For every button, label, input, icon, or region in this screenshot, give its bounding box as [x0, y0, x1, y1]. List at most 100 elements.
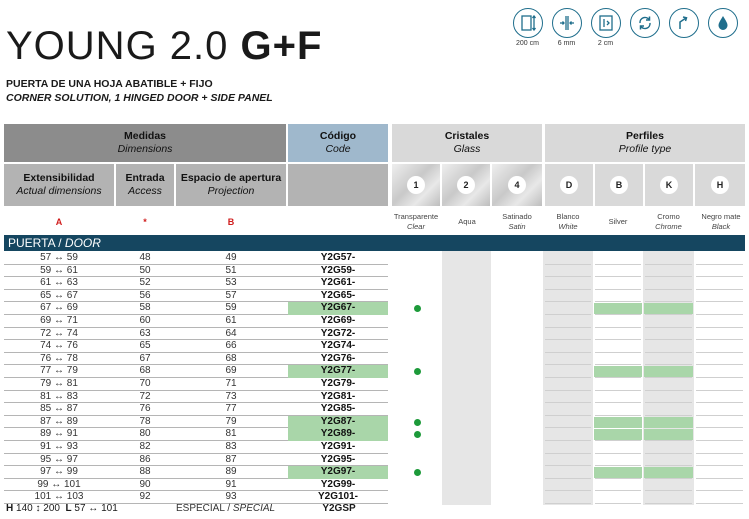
profile-row-divider — [645, 288, 692, 290]
feature-glass-label: 6 mm — [557, 40, 576, 47]
table-row: 72 ↔ 74 63 64 Y2G72- — [4, 328, 745, 341]
cell-access: 78 — [139, 415, 151, 427]
cell-code: Y2G95- — [320, 453, 356, 465]
header-espacio-en: Projection — [207, 185, 255, 197]
section-door-es: PUERTA / — [8, 236, 65, 250]
feature-height: 200 cm — [511, 8, 544, 47]
profile-label-chrome-en: Chrome — [655, 222, 682, 231]
cell-access: 90 — [139, 478, 151, 490]
cell-actual-dimensions: 95 ↔ 97 — [40, 453, 78, 465]
profile-available-mark — [594, 429, 642, 441]
length-range: 57 ↔ 101 — [74, 503, 118, 514]
cell-projection: 77 — [225, 403, 237, 415]
cell-code: Y2G72- — [320, 327, 356, 339]
profile-row-divider — [696, 288, 743, 290]
glass-col-1-bg — [388, 251, 442, 505]
cell-projection: 66 — [225, 340, 237, 352]
cell-projection: 51 — [225, 264, 237, 276]
cell-actual-dimensions: 79 ↔ 81 — [40, 378, 78, 389]
profile-row-divider — [595, 465, 641, 467]
table-row: 97 ↔ 99 88 89 Y2G97- — [4, 466, 745, 479]
cell-code: Y2G87- — [288, 415, 388, 429]
profile-row-divider — [696, 389, 743, 391]
availability-dot-clear — [413, 469, 421, 477]
cell-actual-dimensions: 74 ↔ 76 — [40, 340, 78, 352]
row-divider — [4, 389, 388, 391]
cell-projection: 61 — [225, 315, 237, 326]
profile-row-divider — [595, 376, 641, 378]
glass-label-aqua-es: Aqua — [458, 217, 476, 226]
table-row: 85 ↔ 87 76 77 Y2G85- — [4, 403, 745, 416]
profile-row-divider — [645, 351, 692, 353]
table-row: 81 ↔ 83 72 73 Y2G81- — [4, 391, 745, 404]
profile-row-divider — [696, 351, 743, 353]
profile-row-divider — [595, 439, 641, 441]
height-label: H — [6, 503, 14, 514]
profile-row-divider — [545, 326, 591, 328]
cell-access: 88 — [139, 466, 151, 478]
glass-number-4: 4 — [508, 176, 526, 194]
column-key-b: B — [227, 217, 235, 227]
profile-col-d-bg — [543, 251, 593, 505]
glass-label-satin-es: Satinado — [502, 212, 532, 221]
profile-row-divider — [545, 439, 591, 441]
profile-label-chrome: Cromo Chrome — [643, 212, 694, 232]
glass-label-clear-en: Clear — [407, 222, 425, 231]
row-divider — [4, 376, 388, 378]
profile-letter-d: D — [560, 176, 578, 194]
row-divider — [4, 465, 388, 467]
profile-row-divider — [595, 452, 641, 454]
cell-access: 52 — [139, 277, 151, 289]
profile-row-divider — [645, 439, 692, 441]
table-row: 99 ↔ 101 90 91 Y2G99- — [4, 479, 745, 492]
cell-code: Y2G97- — [288, 466, 388, 479]
height-icon — [512, 8, 543, 38]
cell-code: Y2G99- — [320, 478, 356, 490]
feature-adjust-label: 2 cm — [597, 40, 614, 47]
header-entrada: Entrada Access — [116, 164, 174, 206]
profile-row-divider — [696, 402, 743, 404]
feature-adjust: 2 cm — [589, 8, 622, 47]
row-divider — [4, 502, 388, 504]
glass-label-clear: Transparente Clear — [388, 212, 444, 232]
cell-projection: 71 — [225, 378, 237, 389]
cell-code: Y2G77- — [288, 365, 388, 378]
profile-row-divider — [595, 477, 641, 479]
profile-row-divider — [545, 414, 591, 416]
profile-label-black-en: Black — [711, 222, 731, 231]
cell-access: 92 — [139, 491, 151, 503]
profile-letter-k: K — [660, 176, 678, 194]
column-key-star: * — [143, 217, 147, 227]
cell-code: Y2G69- — [320, 315, 356, 326]
cell-actual-dimensions: 91 ↔ 93 — [40, 441, 78, 452]
profile-swatch-h: H — [695, 164, 745, 206]
profile-row-divider — [696, 313, 743, 315]
profile-label-white-en: White — [558, 222, 578, 231]
profile-row-divider — [645, 263, 692, 265]
product-title-model: G+F — [240, 24, 323, 68]
profile-row-divider — [696, 502, 743, 504]
glass-label-satin: Satinado Satin — [491, 212, 543, 232]
profile-letter-h: H — [711, 176, 729, 194]
table-row: 87 ↔ 89 78 79 Y2G87- — [4, 415, 745, 429]
row-divider — [4, 414, 388, 416]
height-range: 140 ↕ 200 — [16, 503, 60, 514]
profile-row-divider — [645, 427, 692, 429]
table-row: 76 ↔ 78 67 68 Y2G76- — [4, 353, 745, 366]
section-door-en: DOOR — [64, 236, 101, 250]
profile-row-divider — [696, 477, 743, 479]
profile-row-divider — [595, 402, 641, 404]
header-medidas: Medidas Dimensions — [4, 124, 286, 162]
cell-actual-dimensions: 65 ↔ 67 — [40, 289, 78, 301]
cell-code: Y2G67- — [288, 302, 388, 315]
profile-available-mark — [644, 366, 693, 378]
profile-label-white-es: Blanco — [556, 212, 580, 221]
profile-label-silver-es: Silver — [608, 217, 628, 226]
table-row: 69 ↔ 71 60 61 Y2G69- — [4, 315, 745, 328]
cell-code: Y2G57- — [320, 252, 356, 263]
profile-row-divider — [696, 427, 743, 429]
header-medidas-es: Medidas — [123, 130, 166, 142]
cell-code: Y2G74- — [320, 340, 356, 352]
column-key-a: A — [55, 217, 63, 227]
profile-row-divider — [645, 364, 692, 366]
